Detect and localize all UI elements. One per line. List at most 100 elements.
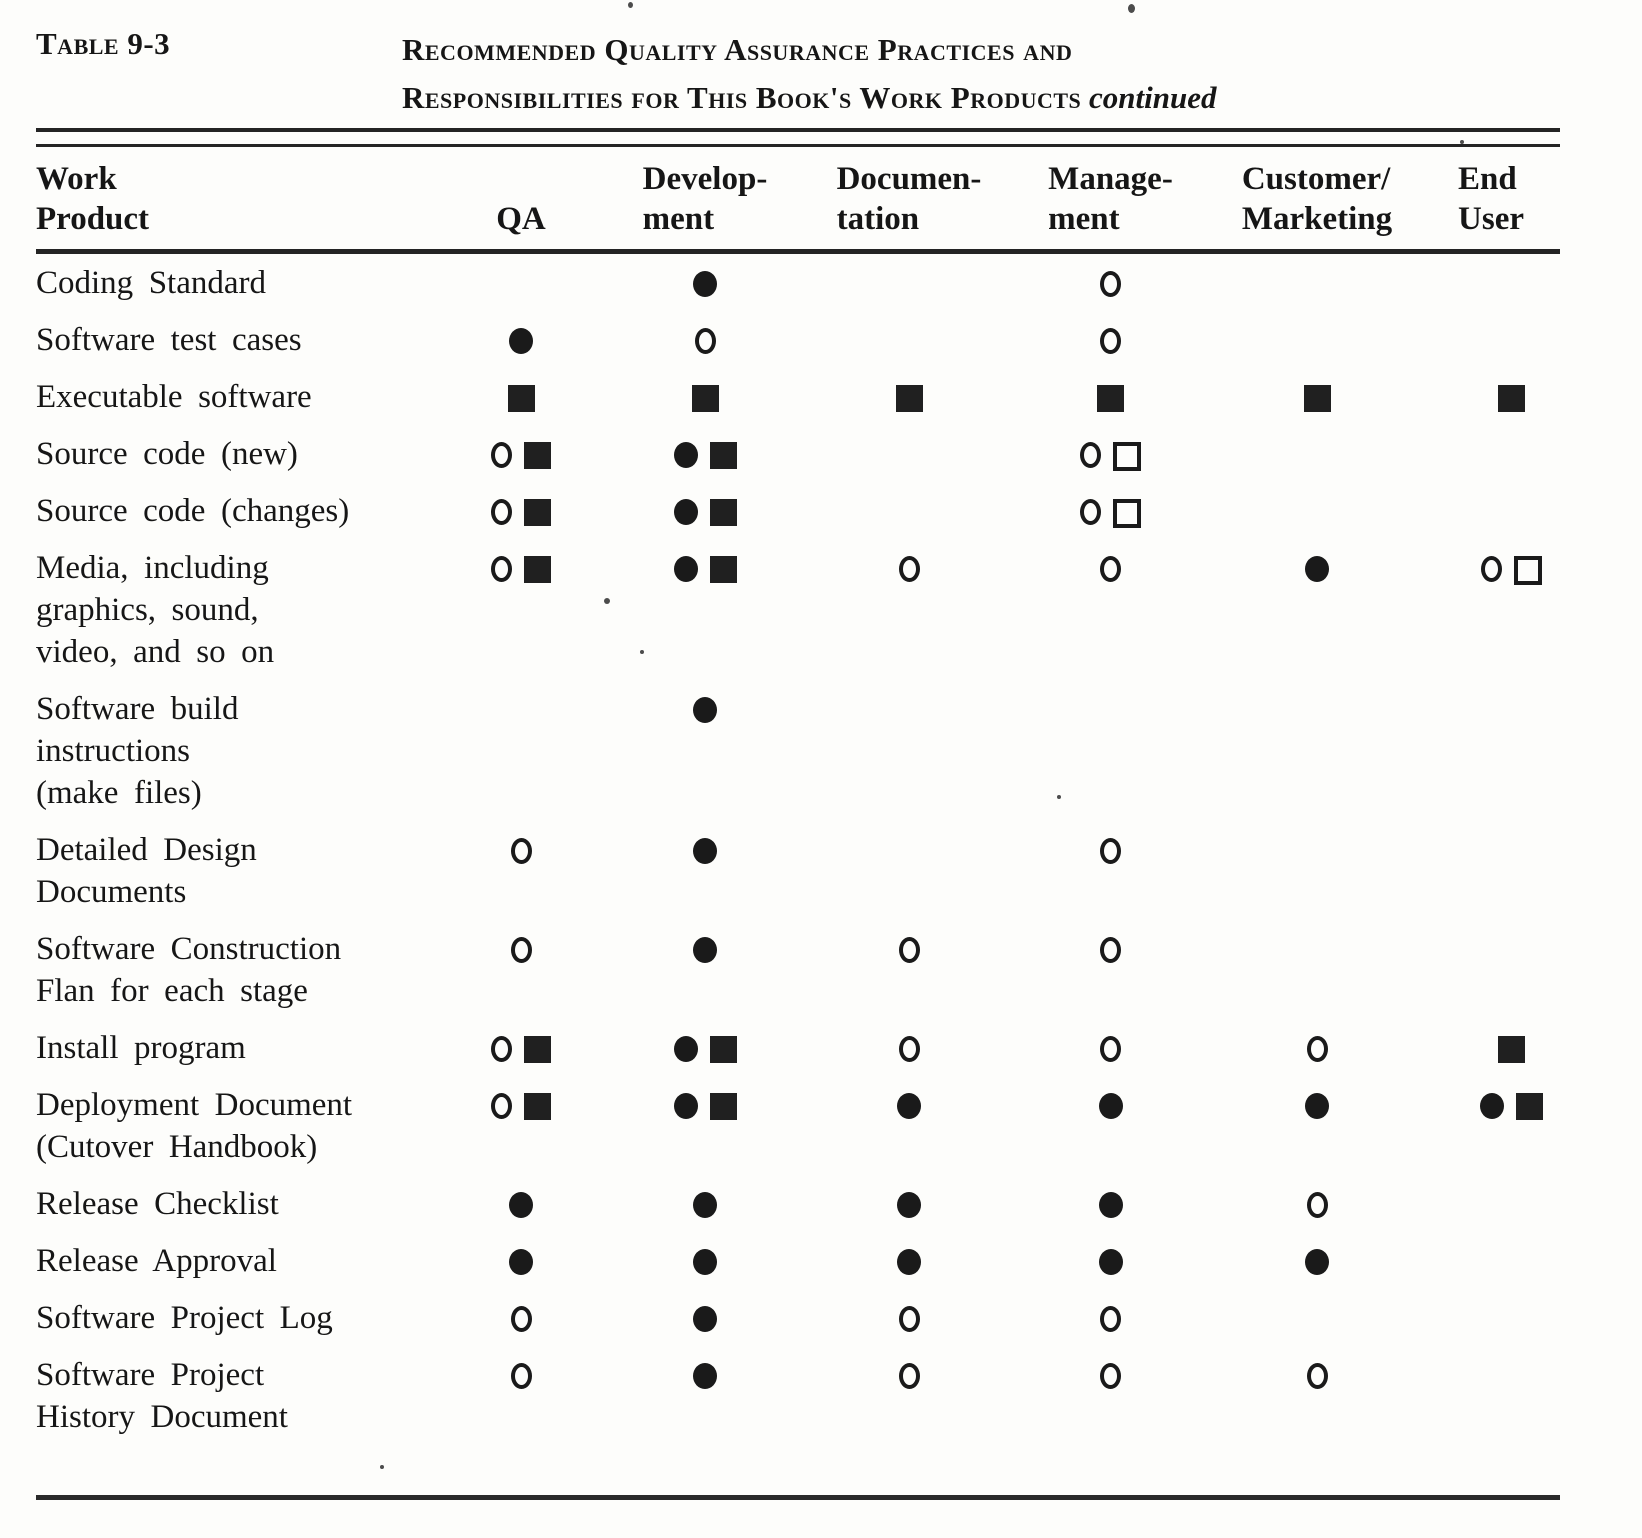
scan-speck	[1460, 140, 1464, 144]
work-product-label: Source code (changes)	[36, 493, 350, 529]
cell-end_user	[1422, 376, 1560, 418]
open-circle-icon	[491, 442, 512, 468]
cell-management	[1009, 928, 1212, 1012]
cell-management	[1009, 547, 1212, 673]
open-circle-icon	[1100, 1306, 1121, 1332]
cell-management	[1009, 1027, 1212, 1069]
work-product-label: Software Project History Document	[36, 1357, 288, 1435]
cell-qa	[441, 1297, 601, 1339]
cell-management	[1009, 1297, 1212, 1339]
cell-development	[601, 262, 809, 304]
cell-end_user	[1422, 1240, 1560, 1282]
filled-square-icon	[1303, 385, 1331, 412]
filled-square-icon	[709, 442, 737, 469]
open-square-icon	[1513, 556, 1542, 585]
cell-qa	[441, 433, 601, 475]
cell-qa	[441, 688, 601, 814]
cell-end_user	[1422, 1354, 1560, 1438]
filled-circle-icon	[693, 1192, 717, 1218]
cell-customer_marketing	[1212, 928, 1422, 1012]
filled-circle-icon	[1098, 1192, 1123, 1218]
table-body: Coding Standard Software test cases Execut…	[36, 254, 1642, 1445]
cell-customer_marketing	[1212, 490, 1422, 532]
cell-management	[1009, 1240, 1212, 1282]
work-product-label: Release Approval	[36, 1243, 277, 1279]
open-circle-icon	[1100, 271, 1121, 297]
cell-management	[1009, 319, 1212, 361]
open-circle-icon	[898, 1306, 920, 1332]
filled-circle-icon	[897, 1093, 921, 1119]
cell-end_user	[1422, 1183, 1560, 1225]
cell-management	[1009, 262, 1212, 304]
table-row: Media, including graphics, sound, video, a…	[36, 539, 1560, 680]
work-product-label: Source code (new)	[36, 436, 298, 472]
filled-square-icon	[691, 385, 719, 412]
filled-square-icon	[709, 1036, 737, 1063]
cell-management	[1009, 1183, 1212, 1225]
open-square-icon	[1113, 442, 1141, 471]
table-row: Software Construction Flan for each stage	[36, 920, 1560, 1019]
filled-square-icon	[709, 1093, 737, 1120]
open-square-icon	[1113, 499, 1141, 528]
cell-qa	[441, 547, 601, 673]
cell-documentation	[809, 490, 1009, 532]
open-circle-icon	[1080, 499, 1101, 525]
cell-customer_marketing	[1212, 1084, 1422, 1168]
filled-circle-icon	[693, 937, 717, 963]
filled-circle-icon	[1305, 1093, 1329, 1119]
cell-qa	[441, 1354, 601, 1438]
cell-qa	[441, 319, 601, 361]
table-row: Release Approval	[36, 1232, 1560, 1289]
cell-qa	[441, 1084, 601, 1168]
cell-documentation	[809, 1354, 1009, 1438]
filled-circle-icon	[509, 1249, 533, 1275]
filled-square-icon	[709, 556, 737, 583]
bottom-rule	[36, 1495, 1560, 1500]
cell-development	[601, 1240, 809, 1282]
table-row: Source code (changes)	[36, 482, 1560, 539]
open-circle-icon	[898, 556, 920, 582]
title-continued-word: continued	[1089, 80, 1217, 115]
table-row: Software Project Log	[36, 1289, 1560, 1346]
filled-square-icon	[1097, 385, 1124, 412]
cell-qa	[441, 928, 601, 1012]
table-title-text: Recommended Quality Assurance Practices …	[402, 26, 1560, 122]
cell-qa	[441, 1240, 601, 1282]
cell-customer_marketing	[1212, 1354, 1422, 1438]
scan-speck	[1057, 795, 1061, 799]
cell-end_user	[1422, 1027, 1560, 1069]
open-circle-icon	[510, 1306, 532, 1332]
cell-documentation	[809, 928, 1009, 1012]
cell-documentation	[809, 1240, 1009, 1282]
cell-customer_marketing	[1212, 433, 1422, 475]
cell-documentation	[809, 262, 1009, 304]
cell-management	[1009, 490, 1212, 532]
cell-development	[601, 319, 809, 361]
filled-square-icon	[507, 385, 535, 412]
filled-square-icon	[524, 556, 551, 583]
open-circle-icon	[510, 1363, 532, 1389]
filled-circle-icon	[673, 442, 698, 468]
filled-circle-icon	[509, 328, 533, 354]
open-circle-icon	[491, 499, 512, 525]
filled-circle-icon	[693, 271, 717, 297]
open-circle-icon	[1100, 1363, 1121, 1389]
filled-circle-icon	[693, 697, 717, 723]
work-product-label: Coding Standard	[36, 265, 266, 301]
cell-management	[1009, 1084, 1212, 1168]
scan-speck	[640, 650, 644, 654]
cell-customer_marketing	[1212, 262, 1422, 304]
open-circle-icon	[1306, 1036, 1328, 1062]
filled-square-icon	[709, 499, 737, 526]
cell-development	[601, 376, 809, 418]
open-circle-icon	[1306, 1363, 1328, 1389]
filled-circle-icon	[673, 1036, 698, 1062]
cell-end_user	[1422, 319, 1560, 361]
scan-speck	[604, 598, 610, 604]
column-header-qa: QA	[496, 201, 546, 237]
cell-customer_marketing	[1212, 547, 1422, 673]
cell-qa	[441, 1183, 601, 1225]
open-circle-icon	[1100, 937, 1121, 963]
filled-square-icon	[895, 385, 923, 412]
work-product-label: Deployment Document (Cutover Handbook)	[36, 1087, 353, 1165]
